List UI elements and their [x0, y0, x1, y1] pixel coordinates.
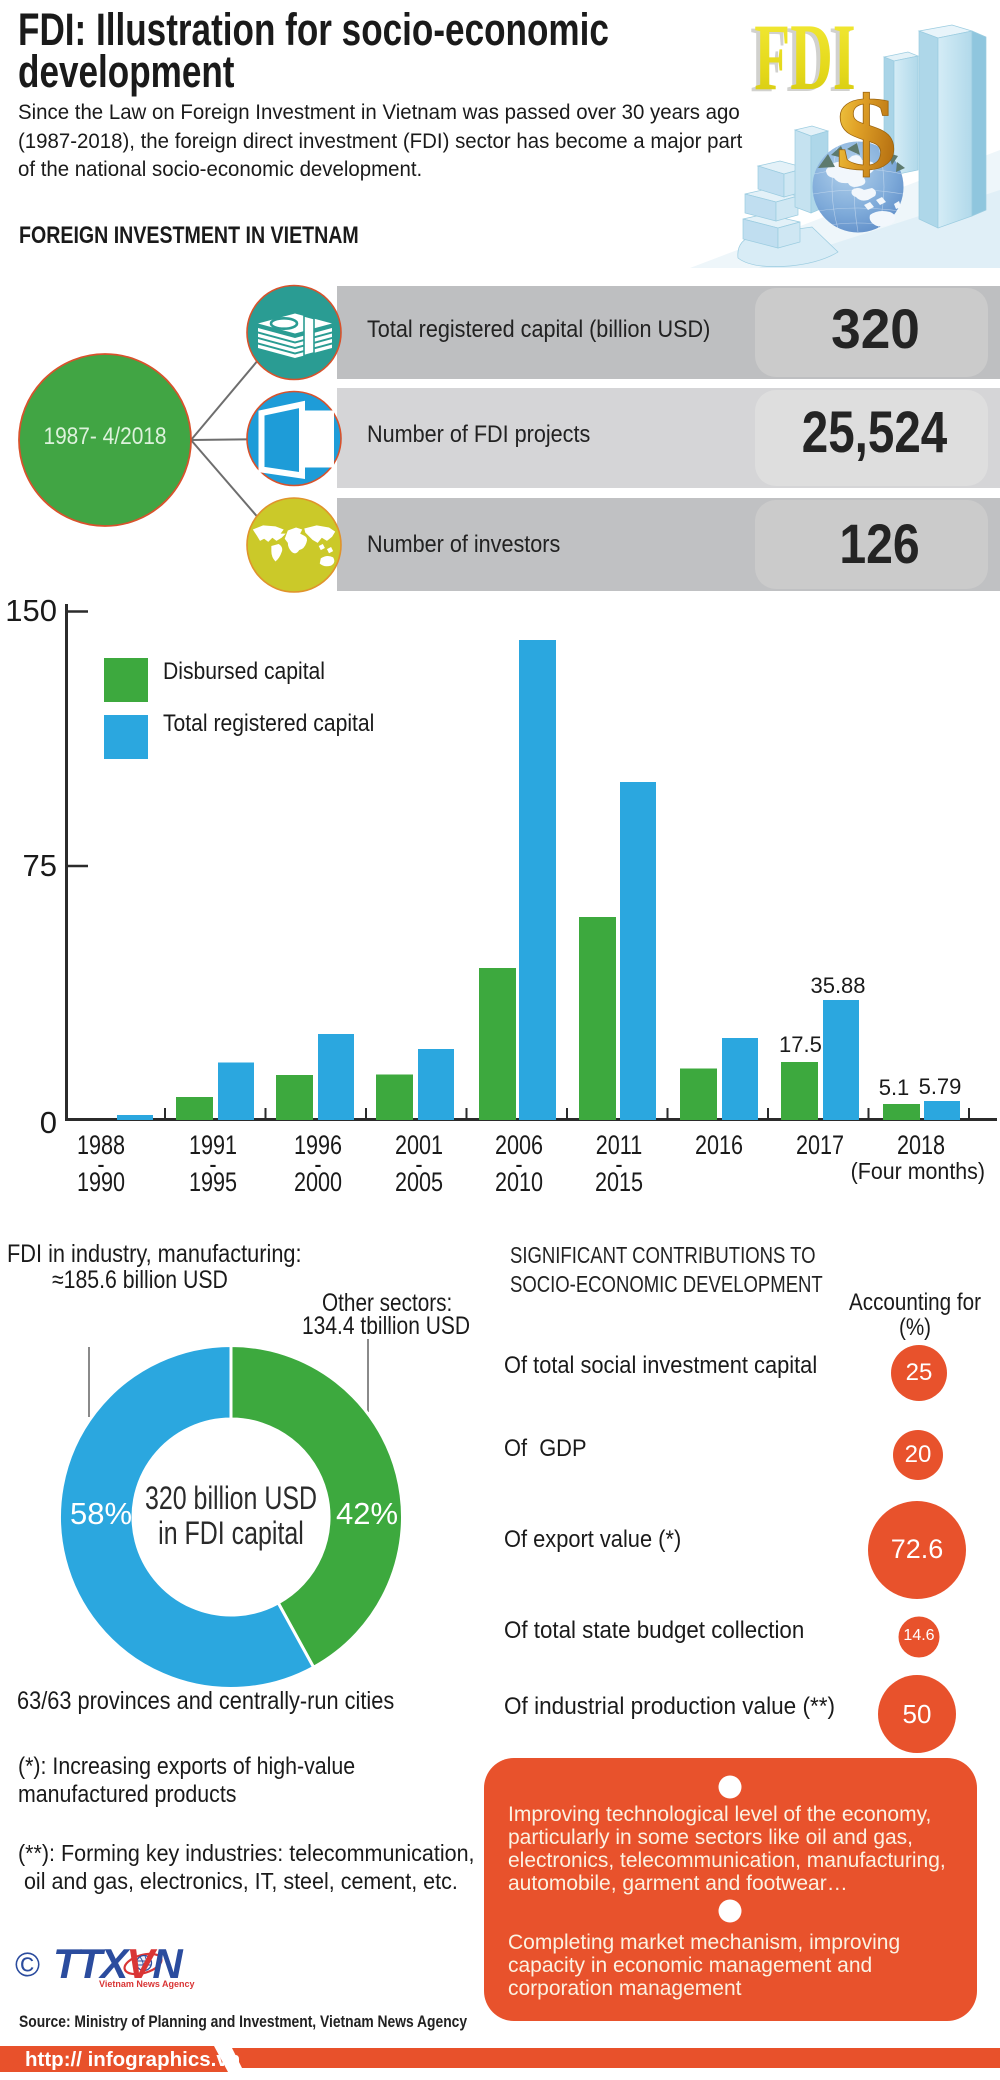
svg-text:$: $ — [835, 76, 898, 193]
svg-text:FDI: FDI — [750, 8, 851, 113]
svg-text:FDI: FDI — [754, 6, 855, 111]
